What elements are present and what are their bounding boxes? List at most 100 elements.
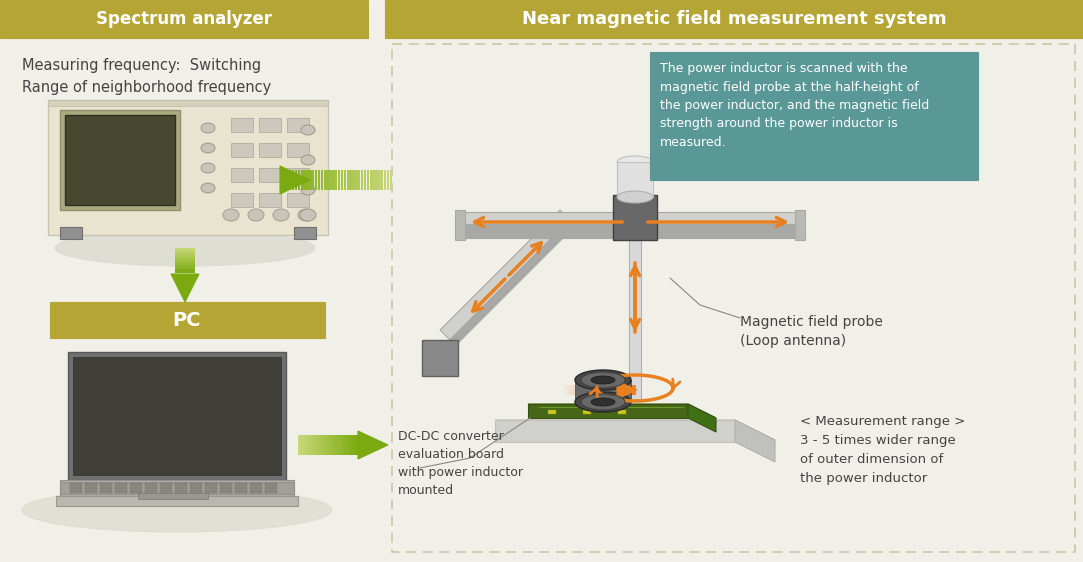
Bar [364, 170, 366, 190]
Bar [623, 385, 626, 395]
Bar [220, 483, 232, 486]
Bar [613, 385, 616, 395]
Bar [352, 170, 354, 190]
Bar [175, 487, 187, 489]
Bar [292, 170, 295, 190]
Bar [358, 170, 361, 190]
Bar [610, 385, 613, 395]
Bar [265, 483, 277, 486]
Bar [175, 255, 195, 256]
Bar [343, 170, 347, 190]
Ellipse shape [591, 398, 615, 406]
Bar [50, 302, 325, 338]
Bar [304, 435, 306, 455]
Bar [175, 255, 195, 256]
Bar [567, 385, 571, 395]
Bar [259, 118, 280, 132]
Bar [342, 435, 344, 455]
Bar [60, 482, 293, 494]
Bar [349, 435, 351, 455]
Bar [250, 490, 262, 492]
Bar [175, 252, 195, 253]
Bar [293, 227, 316, 239]
Bar [618, 410, 626, 414]
Bar [338, 170, 340, 190]
Bar [145, 483, 157, 486]
Ellipse shape [223, 209, 239, 221]
Bar [205, 487, 217, 489]
Bar [175, 261, 195, 262]
Bar [280, 170, 283, 190]
Bar [330, 435, 332, 455]
Bar [332, 170, 335, 190]
Bar [73, 357, 280, 475]
Bar [629, 240, 641, 400]
Bar [130, 490, 142, 492]
Bar [361, 170, 363, 190]
Bar [337, 435, 339, 455]
Ellipse shape [298, 209, 314, 221]
Bar [220, 490, 232, 492]
Ellipse shape [201, 123, 216, 133]
Bar [353, 435, 355, 455]
Bar [367, 170, 369, 190]
Bar [56, 496, 298, 506]
Bar [390, 170, 392, 190]
Bar [175, 265, 195, 266]
Bar [175, 269, 195, 270]
Bar [100, 483, 112, 486]
Bar [583, 385, 586, 395]
Bar [422, 340, 458, 376]
Bar [175, 250, 195, 251]
Bar [580, 385, 584, 395]
Text: Near magnetic field measurement system: Near magnetic field measurement system [522, 10, 947, 28]
Polygon shape [440, 210, 570, 340]
Bar [287, 168, 309, 182]
Bar [613, 195, 657, 240]
Bar [115, 483, 127, 486]
Bar [329, 435, 330, 455]
Bar [587, 385, 591, 395]
Bar [318, 435, 321, 455]
Bar [265, 487, 277, 489]
Text: DC-DC converter
evaluation board
with power inductor
mounted: DC-DC converter evaluation board with po… [397, 430, 523, 497]
Bar [355, 435, 357, 455]
Bar [600, 385, 603, 395]
Bar [295, 170, 297, 190]
Polygon shape [795, 210, 805, 240]
Bar [70, 490, 82, 492]
Bar [321, 435, 323, 455]
Bar [175, 266, 195, 267]
Bar [340, 435, 341, 455]
Bar [306, 170, 309, 190]
Bar [287, 193, 309, 207]
Bar [175, 267, 195, 268]
Ellipse shape [591, 376, 615, 384]
Bar [190, 490, 203, 492]
Ellipse shape [580, 394, 625, 410]
Ellipse shape [301, 125, 315, 135]
Bar [175, 260, 195, 261]
Polygon shape [575, 380, 631, 402]
Polygon shape [358, 431, 388, 459]
Bar [175, 268, 195, 269]
Bar [60, 227, 82, 239]
Bar [287, 118, 309, 132]
Ellipse shape [617, 191, 653, 203]
Bar [84, 490, 97, 492]
Bar [138, 493, 208, 499]
Bar [48, 100, 328, 106]
Bar [334, 435, 336, 455]
Bar [84, 483, 97, 486]
Bar [317, 170, 321, 190]
Bar [175, 260, 195, 261]
Bar [175, 253, 195, 255]
Bar [298, 435, 300, 455]
Bar [583, 410, 591, 414]
Ellipse shape [55, 230, 315, 266]
Bar [311, 435, 312, 455]
Bar [130, 487, 142, 489]
Bar [590, 385, 593, 395]
Ellipse shape [273, 209, 289, 221]
Bar [348, 435, 350, 455]
